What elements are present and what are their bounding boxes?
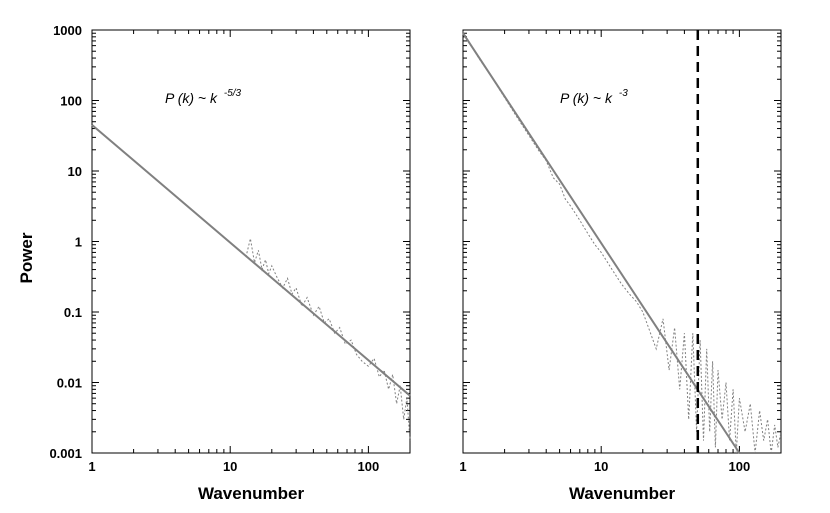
left-y-tick-label: 10 xyxy=(68,164,82,179)
left-y-tick-label: 100 xyxy=(60,94,82,109)
left-ticks xyxy=(91,29,411,454)
left-tick-labels: 1 10 100 0.001 0.01 0.1 1 10 100 1000 xyxy=(49,23,379,474)
left-annotation: P (k) ~ k -5/3 xyxy=(165,88,242,106)
right-panel-plot: 1 10 100 P (k) ~ k -3 Wavenumber xyxy=(459,29,782,503)
right-annotation-exponent: -3 xyxy=(619,88,628,99)
left-x-axis-title: Wavenumber xyxy=(198,484,305,503)
left-y-tick-label: 0.001 xyxy=(49,446,82,461)
right-fit-line xyxy=(462,32,741,454)
left-annotation-base: P (k) ~ k xyxy=(165,90,218,106)
left-fit-line xyxy=(91,124,411,397)
y-axis-title: Power xyxy=(17,232,36,283)
left-y-tick-label: 0.1 xyxy=(64,305,82,320)
right-x-tick-label: 100 xyxy=(729,459,751,474)
right-spectrum-line xyxy=(462,31,782,454)
left-x-tick-label: 10 xyxy=(223,459,237,474)
right-tick-labels: 1 10 100 xyxy=(459,459,750,474)
left-annotation-exponent: -5/3 xyxy=(224,88,242,99)
right-x-axis-title: Wavenumber xyxy=(569,484,676,503)
right-x-tick-label: 10 xyxy=(594,459,608,474)
left-panel-plot: 1 10 100 0.001 0.01 0.1 1 10 100 1000 P (k) ~ k -… xyxy=(49,23,411,503)
left-x-tick-label: 100 xyxy=(358,459,380,474)
left-x-tick-label: 1 xyxy=(88,459,95,474)
left-spectrum-line xyxy=(245,238,411,441)
right-ticks xyxy=(462,29,782,454)
left-y-tick-label: 0.01 xyxy=(57,376,82,391)
left-y-tick-label: 1 xyxy=(75,235,82,250)
right-annotation-base: P (k) ~ k xyxy=(560,90,613,106)
right-x-tick-label: 1 xyxy=(459,459,466,474)
right-annotation: P (k) ~ k -3 xyxy=(560,88,628,106)
left-y-tick-label: 1000 xyxy=(53,23,82,38)
